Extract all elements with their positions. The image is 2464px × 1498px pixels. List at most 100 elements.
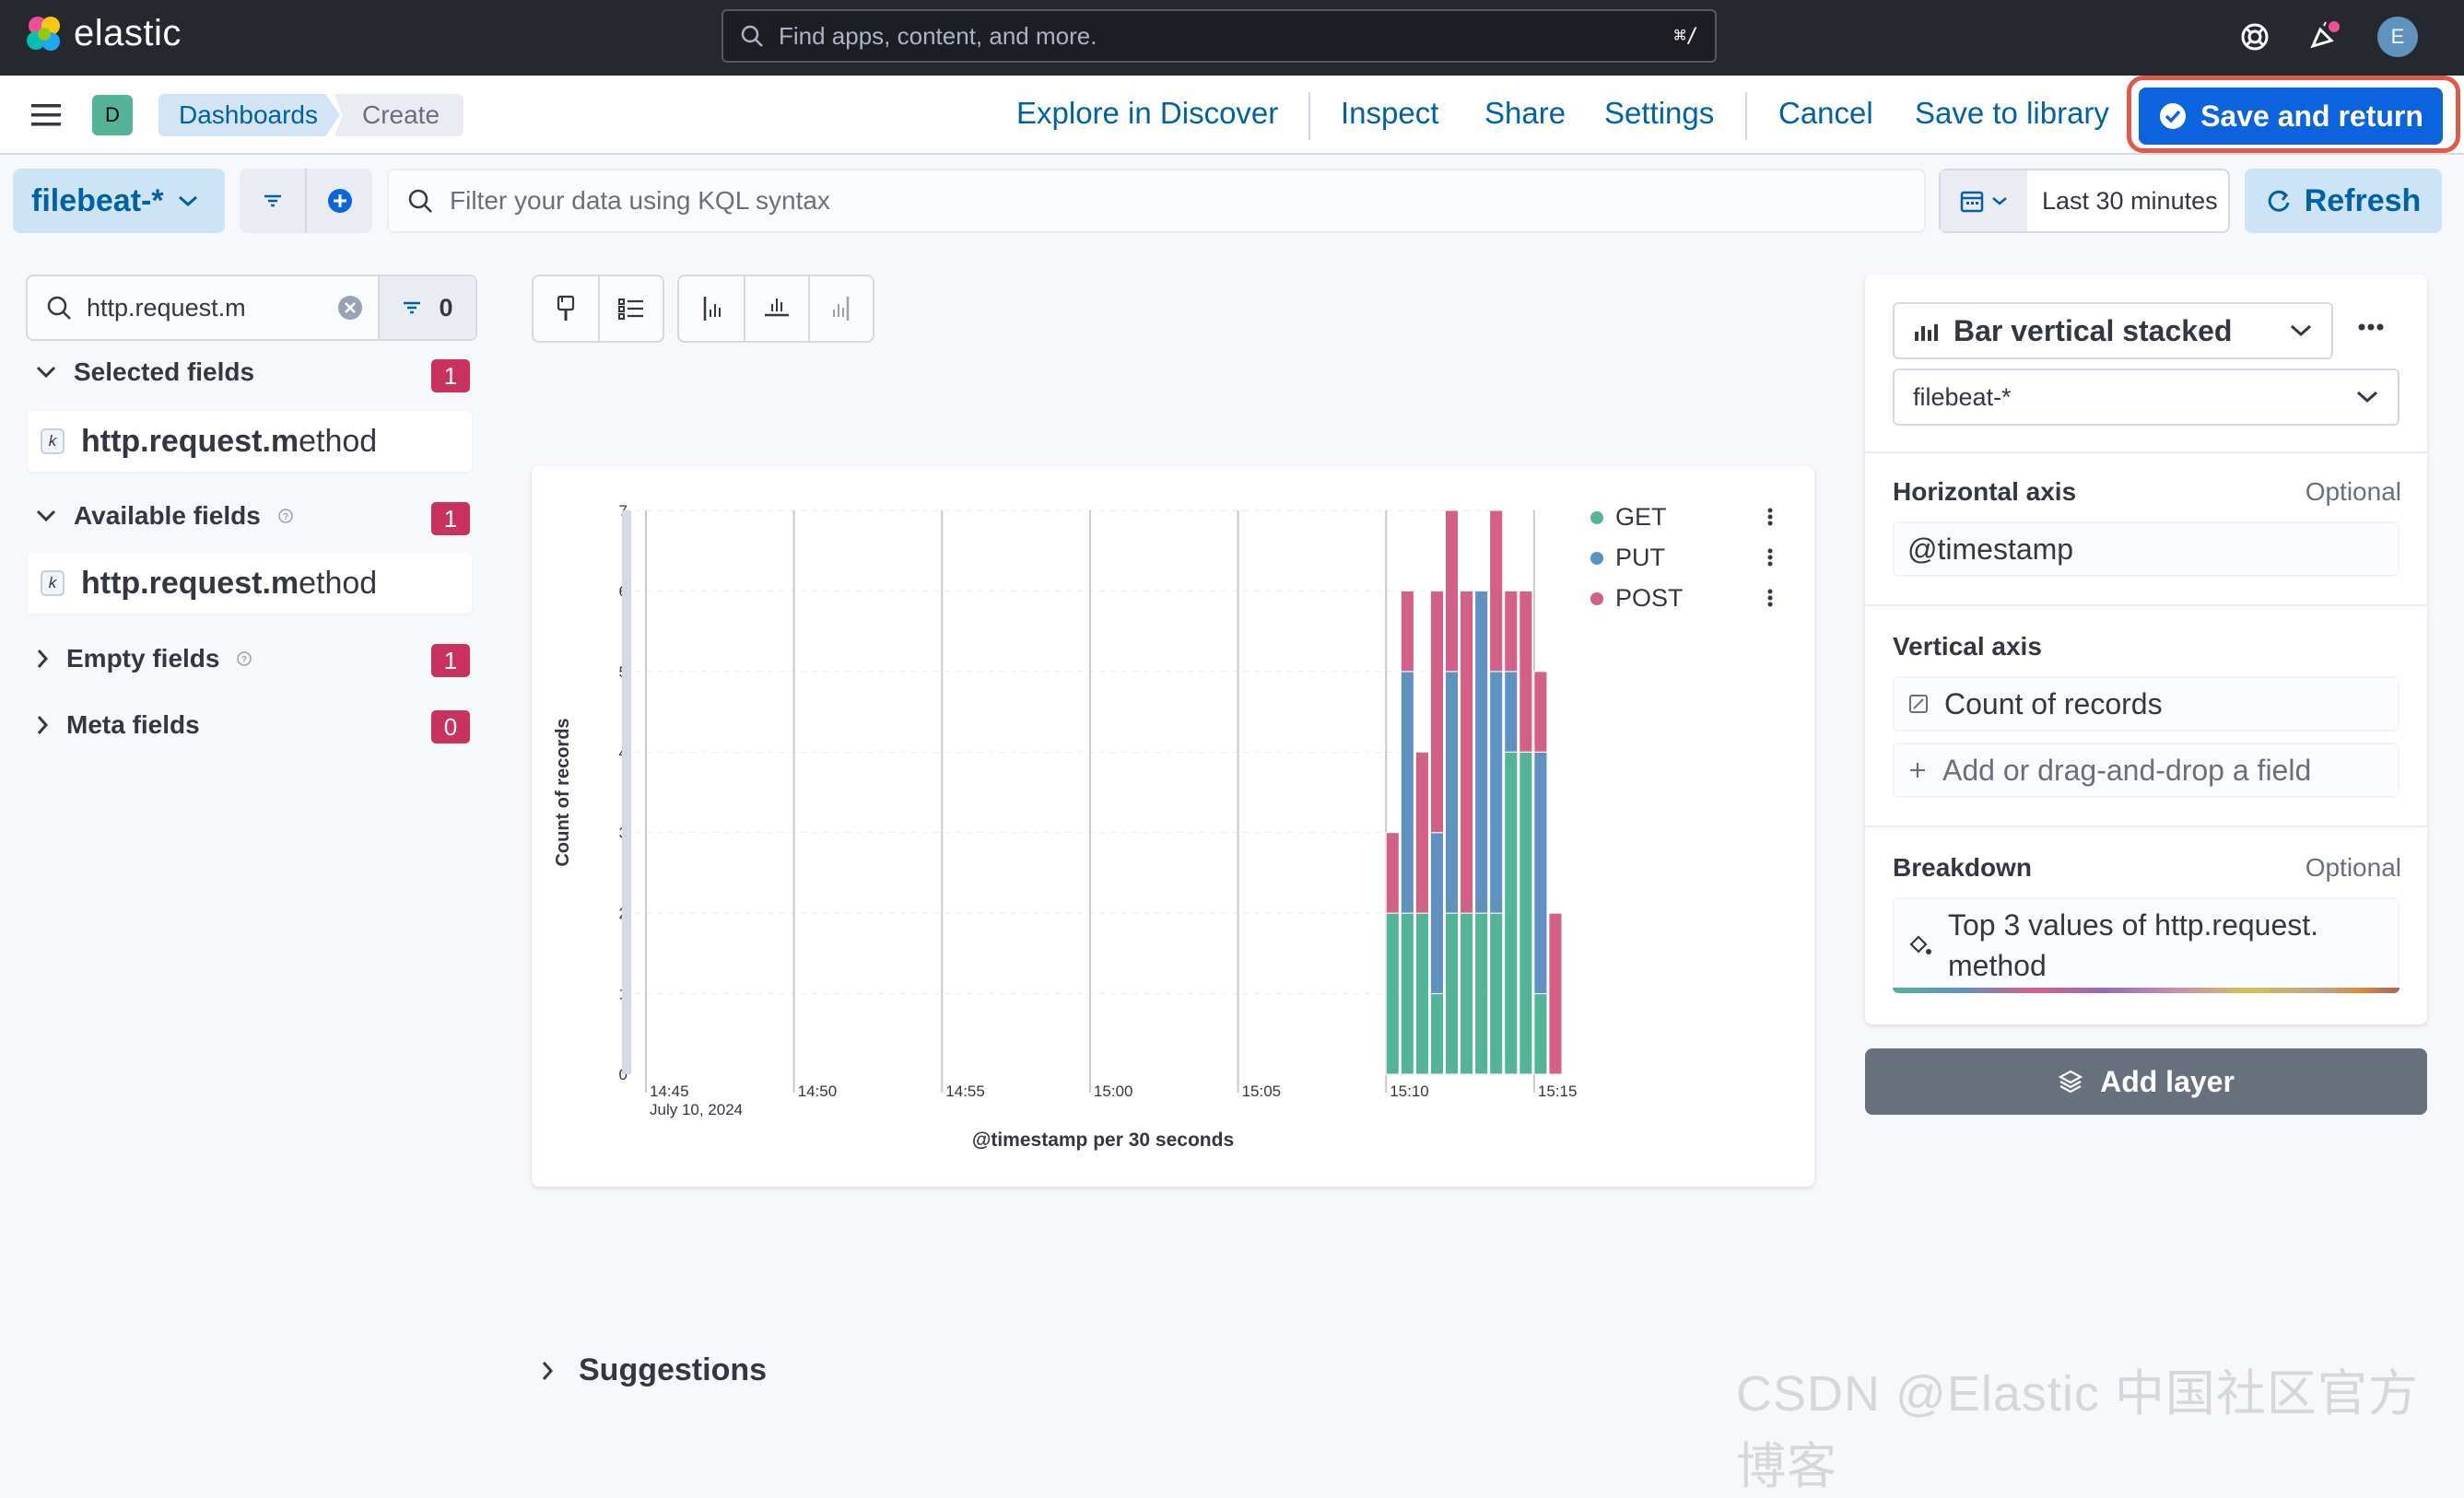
bar-segment-post xyxy=(1429,590,1444,834)
save-and-return-button[interactable]: Save and return xyxy=(2139,88,2443,145)
global-search-input[interactable]: Find apps, content, and more. ⌘/ xyxy=(722,9,1717,63)
breakdown-dimension[interactable]: Top 3 values of http.request. method xyxy=(1893,897,2399,993)
field-filter-button[interactable]: 0 xyxy=(378,276,475,339)
bar-segment-post xyxy=(1460,590,1474,914)
x-tick-label: 14:45 xyxy=(650,1083,689,1100)
bottom-axis-button[interactable] xyxy=(744,276,808,341)
breakdown-label: Breakdown xyxy=(1893,853,2032,882)
bar-segment-put xyxy=(1533,751,1548,995)
chevron-right-icon xyxy=(542,1361,554,1380)
kql-search-input[interactable]: Filter your data using KQL syntax xyxy=(387,169,1926,233)
save-and-return-label: Save and return xyxy=(2200,99,2423,133)
explore-in-discover-link[interactable]: Explore in Discover xyxy=(1016,96,1279,130)
header-divider xyxy=(1308,92,1310,140)
field-search-input[interactable]: http.request.m xyxy=(28,294,337,322)
data-view-picker[interactable]: filebeat-* xyxy=(13,169,225,233)
bar-chart[interactable]: 0123456714:4514:5014:5515:0015:0515:1015… xyxy=(532,466,1814,1187)
info-icon[interactable]: ? xyxy=(236,650,252,667)
chart-settings-group xyxy=(532,275,664,343)
field-name: http.request.method xyxy=(81,424,377,460)
add-layer-button[interactable]: Add layer xyxy=(1865,1048,2427,1115)
legend-button[interactable] xyxy=(598,276,663,341)
breakdown-value-line1: Top 3 values of http.request. xyxy=(1948,908,2319,942)
bar-segment-post xyxy=(1444,509,1460,673)
help-icon[interactable] xyxy=(2239,21,2270,53)
space-badge[interactable]: D xyxy=(92,95,133,135)
inspect-link[interactable]: Inspect xyxy=(1341,96,1439,130)
appearance-button[interactable] xyxy=(534,276,598,341)
save-to-library-link[interactable]: Save to library xyxy=(1915,96,2109,130)
legend-actions-icon xyxy=(1767,602,1773,607)
bottom-axis-icon xyxy=(765,298,789,317)
layer-data-view-select[interactable]: filebeat-* xyxy=(1893,369,2399,426)
bar-chart-icon xyxy=(1915,324,1938,341)
add-field-dropzone[interactable]: Add or drag-and-drop a field xyxy=(1893,743,2399,798)
keyword-token-icon: k xyxy=(41,428,65,454)
suggestions-label: Suggestions xyxy=(579,1352,768,1387)
clear-icon[interactable] xyxy=(337,295,363,321)
bar-segment-get xyxy=(1504,751,1519,1075)
x-tick-label: 15:10 xyxy=(1390,1083,1429,1100)
bar-segment-post xyxy=(1400,590,1414,673)
breadcrumb-dashboards[interactable]: Dashboards xyxy=(158,94,340,136)
add-field-label: Add or drag-and-drop a field xyxy=(1942,753,2312,787)
field-name-rest: ethod xyxy=(299,423,378,459)
legend-actions-icon xyxy=(1767,508,1773,513)
news-feed-icon[interactable] xyxy=(2307,20,2341,53)
horizontal-axis-dimension[interactable]: @timestamp xyxy=(1893,521,2399,577)
legend-label-put: PUT xyxy=(1615,544,1665,571)
count-badge: 1 xyxy=(431,644,470,677)
meta-fields-toggle[interactable]: Meta fields xyxy=(35,710,200,740)
chevron-right-icon xyxy=(37,716,49,734)
filter-icon xyxy=(404,301,421,314)
user-avatar[interactable]: E xyxy=(2377,17,2418,57)
share-link[interactable]: Share xyxy=(1484,96,1566,130)
elastic-logo[interactable]: elastic xyxy=(24,13,182,54)
left-axis-button[interactable] xyxy=(679,276,744,341)
refresh-button[interactable]: Refresh xyxy=(2245,169,2442,233)
suggestions-toggle[interactable]: Suggestions xyxy=(540,1352,767,1388)
vertical-axis-dimension[interactable]: Count of records xyxy=(1893,676,2399,731)
chevron-down-icon xyxy=(178,195,197,207)
field-item-http-request-method[interactable]: k http.request.method xyxy=(28,411,472,472)
cancel-link[interactable]: Cancel xyxy=(1778,96,1873,130)
empty-fields-toggle[interactable]: Empty fields ? xyxy=(35,644,252,673)
svg-text:?: ? xyxy=(283,512,288,522)
filter-menu-button[interactable] xyxy=(240,169,307,233)
settings-link[interactable]: Settings xyxy=(1604,96,1715,130)
plus-icon xyxy=(1910,763,1925,778)
elastic-logo-icon xyxy=(27,16,60,51)
available-fields-toggle[interactable]: Available fields ? xyxy=(35,501,294,531)
more-options-icon[interactable] xyxy=(2357,322,2385,332)
bar-segment-get xyxy=(1460,912,1474,1075)
y-axis-title: Count of records xyxy=(553,718,573,866)
legend-label-get: GET xyxy=(1615,503,1667,531)
axis-settings-group xyxy=(677,275,874,343)
right-axis-button[interactable] xyxy=(808,276,873,341)
visualization-type-select[interactable]: Bar vertical stacked xyxy=(1893,302,2333,359)
section-label: Selected fields xyxy=(74,357,255,386)
chevron-right-icon xyxy=(37,650,49,668)
legend-actions-icon xyxy=(1767,595,1773,601)
layer-data-view-label: filebeat-* xyxy=(1913,382,2012,411)
x-tick-label: 14:55 xyxy=(945,1083,985,1100)
header-divider xyxy=(1745,92,1747,140)
divider xyxy=(1865,825,2427,827)
field-search-value: http.request.m xyxy=(87,293,246,322)
add-layer-label: Add layer xyxy=(2100,1064,2235,1098)
x-tick-label: 15:05 xyxy=(1242,1083,1282,1100)
field-search: http.request.m 0 xyxy=(26,275,477,341)
bar-segment-get xyxy=(1474,912,1489,1075)
optional-label: Optional xyxy=(2305,853,2401,882)
vertical-axis-label: Vertical axis xyxy=(1893,632,2042,661)
menu-icon[interactable] xyxy=(31,103,61,127)
quick-menu-button[interactable] xyxy=(1941,170,2027,231)
field-item-http-request-method[interactable]: k http.request.method xyxy=(28,553,472,614)
chevron-down-icon xyxy=(2290,324,2312,337)
selected-fields-toggle[interactable]: Selected fields xyxy=(35,357,254,387)
brush-icon xyxy=(557,295,575,321)
add-filter-button[interactable] xyxy=(307,169,372,233)
count-badge: 0 xyxy=(431,710,470,743)
time-range-label[interactable]: Last 30 minutes xyxy=(2042,186,2218,215)
info-icon[interactable]: ? xyxy=(277,508,294,524)
